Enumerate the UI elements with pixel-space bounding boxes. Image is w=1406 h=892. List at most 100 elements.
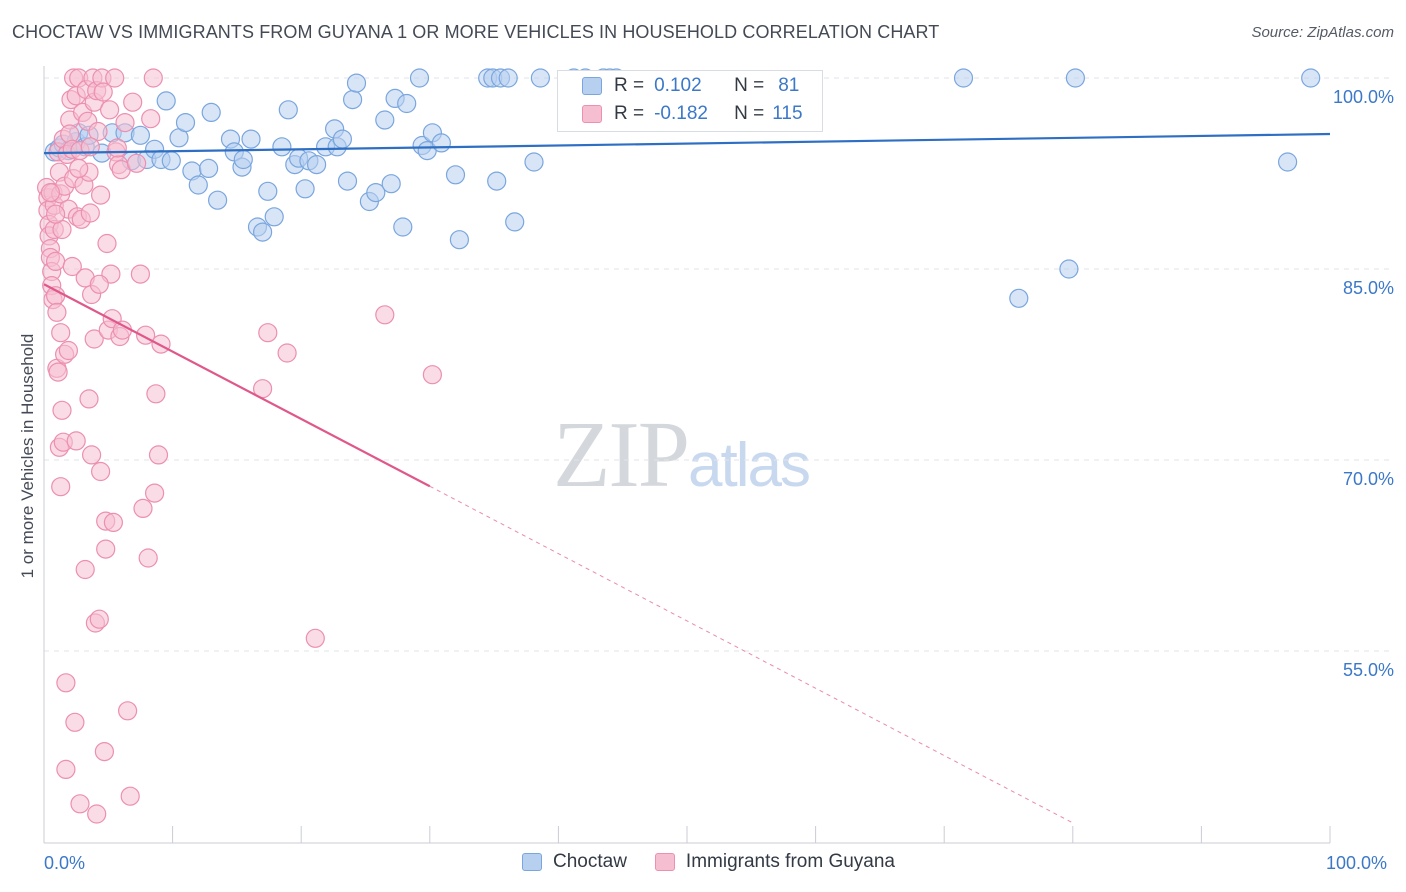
data-point	[393, 217, 413, 237]
guyana-swatch	[654, 853, 675, 871]
data-point	[40, 183, 61, 203]
n-label: N =	[734, 103, 765, 124]
data-point	[277, 343, 297, 363]
data-point	[208, 190, 228, 210]
legend-row-guyana: R = -0.182 N = 115	[582, 102, 803, 126]
watermark: ZIPatlas	[553, 400, 811, 509]
data-point	[305, 628, 325, 648]
x-tick-label-max: 100.0%	[1326, 853, 1388, 873]
guyana-trend-line	[43, 283, 431, 488]
data-point	[51, 323, 71, 343]
data-point	[141, 109, 161, 129]
data-point	[449, 230, 469, 250]
data-point	[93, 82, 113, 102]
data-point	[530, 68, 551, 88]
data-point	[175, 112, 196, 133]
data-point	[75, 559, 95, 580]
choctaw-r-value: 0.102	[654, 75, 702, 96]
guyana-trend-extension	[429, 485, 1074, 824]
data-point	[56, 673, 76, 693]
data-point	[90, 461, 111, 482]
data-point	[148, 445, 169, 465]
data-point	[366, 183, 386, 203]
data-point	[151, 334, 171, 354]
axes	[43, 66, 1331, 844]
data-point	[117, 701, 138, 721]
data-point	[1009, 288, 1029, 308]
data-point	[69, 158, 89, 178]
data-point	[51, 477, 71, 497]
data-point	[130, 264, 150, 284]
data-point	[48, 362, 68, 382]
x-tick-label-min: 0.0%	[44, 853, 86, 873]
data-point	[115, 112, 135, 133]
data-point	[505, 212, 525, 232]
legend-item-choctaw[interactable]: Choctaw	[522, 851, 627, 873]
data-point	[70, 794, 90, 814]
data-point	[199, 158, 219, 178]
data-point	[97, 233, 117, 254]
data-point	[143, 68, 163, 88]
data-point	[1059, 259, 1079, 279]
data-point	[524, 152, 544, 172]
data-point	[90, 185, 111, 205]
data-point	[88, 121, 108, 142]
data-point	[58, 340, 79, 361]
data-point	[81, 445, 102, 465]
data-point	[130, 125, 150, 145]
data-point	[62, 256, 82, 277]
data-point	[343, 89, 363, 110]
data-point	[123, 92, 143, 112]
data-point	[79, 389, 99, 409]
r-label: R =	[614, 75, 645, 96]
data-point	[99, 100, 120, 120]
data-point	[201, 102, 221, 123]
data-point	[264, 207, 284, 227]
y-tick-label-100: 100.0%	[1332, 87, 1394, 107]
data-point	[96, 539, 116, 559]
choctaw-swatch	[582, 77, 602, 95]
data-point	[45, 251, 66, 271]
data-point	[66, 431, 86, 451]
choctaw-trend-line	[43, 132, 1331, 155]
data-point	[375, 110, 395, 130]
data-point	[953, 68, 974, 88]
data-point	[45, 204, 66, 224]
data-point	[307, 155, 327, 175]
data-point	[431, 133, 451, 153]
legend-label-choctaw: Choctaw	[553, 851, 627, 872]
data-point	[112, 320, 133, 340]
data-point	[188, 175, 208, 195]
data-point	[107, 138, 127, 158]
data-point	[295, 179, 315, 199]
data-point	[52, 400, 72, 420]
data-point	[253, 222, 273, 242]
data-point	[498, 68, 518, 88]
data-point	[278, 100, 298, 120]
data-point	[1065, 68, 1086, 88]
data-point	[397, 93, 417, 114]
data-point	[94, 741, 115, 762]
data-point	[84, 329, 104, 349]
data-point	[233, 149, 253, 170]
data-point	[332, 129, 352, 149]
watermark-atlas: atlas	[688, 431, 811, 500]
y-tick-label-55: 55.0%	[1342, 660, 1394, 680]
data-point	[487, 171, 507, 191]
data-point	[337, 171, 358, 191]
data-point	[120, 786, 140, 806]
source-credit: Source: ZipAtlas.com	[1251, 24, 1394, 41]
data-point	[156, 91, 176, 111]
n-label: N =	[734, 75, 765, 96]
data-point	[105, 68, 125, 88]
guyana-swatch	[582, 105, 602, 123]
legend-item-guyana[interactable]: Immigrants from Guyana	[654, 851, 895, 873]
data-point	[409, 68, 430, 88]
data-point	[89, 274, 109, 294]
data-point	[80, 203, 100, 223]
data-point	[258, 323, 278, 343]
data-point	[1301, 68, 1321, 88]
data-point	[346, 73, 367, 93]
legend-row-choctaw: R = 0.102 N = 81	[582, 74, 799, 98]
